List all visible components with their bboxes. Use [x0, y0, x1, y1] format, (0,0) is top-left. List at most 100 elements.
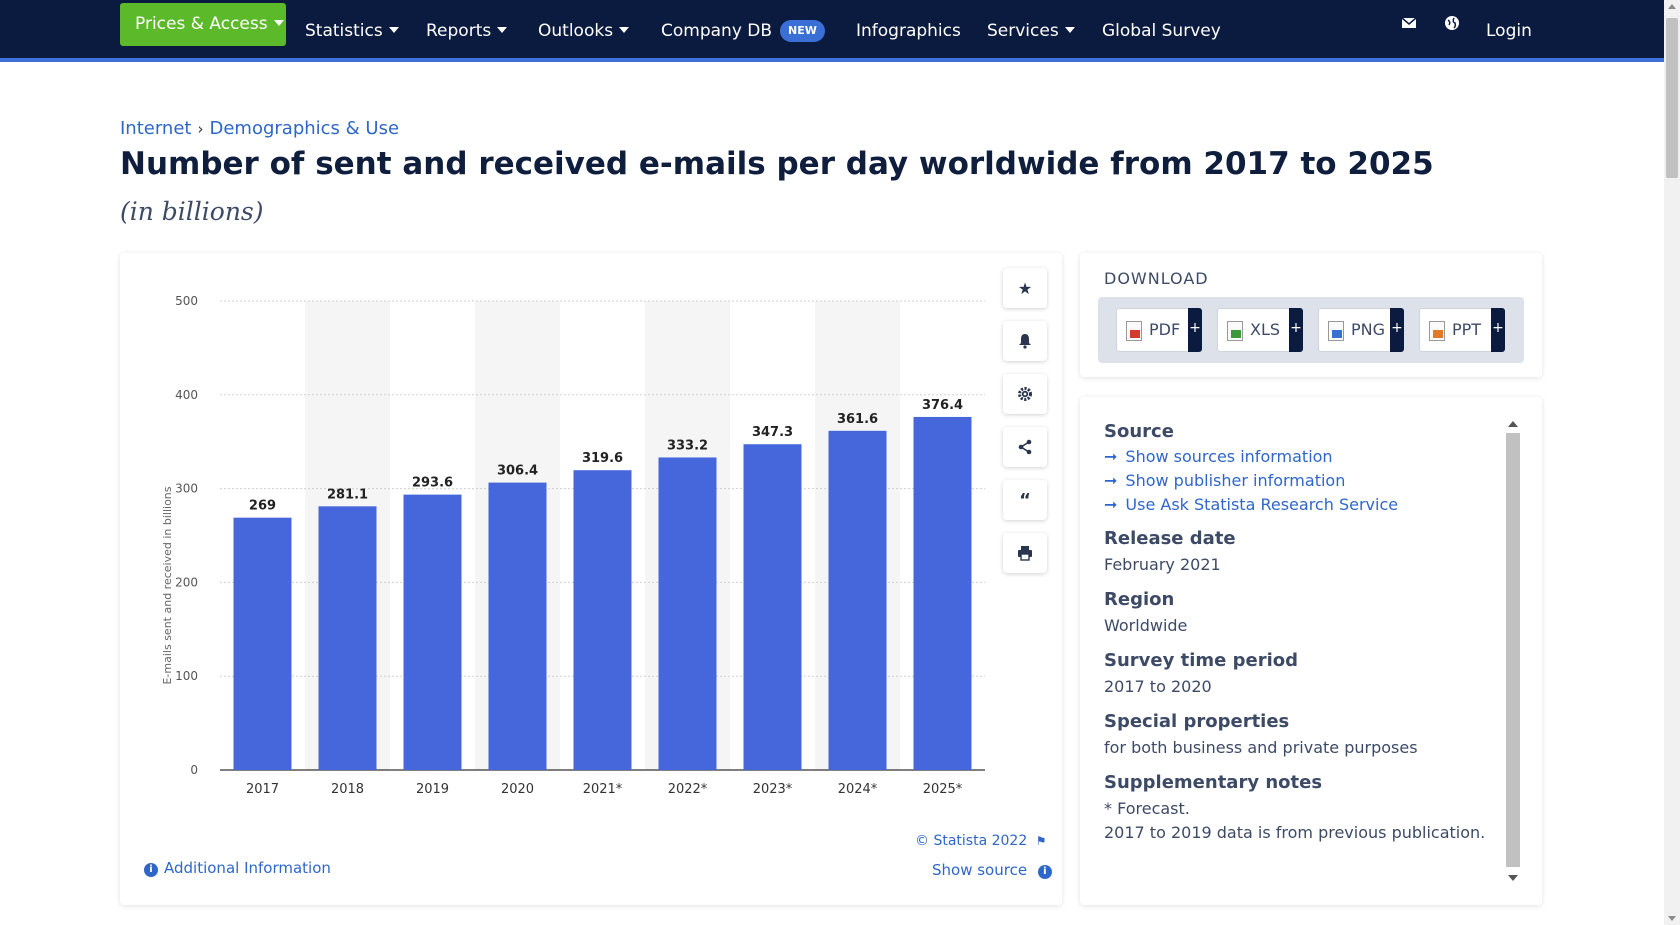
png-file-icon: [1328, 321, 1344, 341]
x-tick-label: 2022*: [668, 782, 708, 797]
scroll-down-icon[interactable]: [1508, 875, 1518, 881]
y-tick-label: 300: [175, 482, 198, 496]
favorite-button[interactable]: ★: [1003, 268, 1047, 308]
nav-reports-label: Reports: [426, 21, 492, 41]
page-scrollbar[interactable]: [1664, 0, 1680, 925]
globe-icon[interactable]: [1443, 14, 1463, 34]
page-subtitle: (in billions): [120, 197, 264, 226]
download-pdf-button[interactable]: PDF +: [1116, 308, 1202, 352]
bar: [318, 506, 377, 770]
x-tick-label: 2023*: [753, 782, 793, 797]
scroll-up-icon[interactable]: [1668, 4, 1676, 9]
data-label: 306.4: [497, 464, 538, 479]
nav-statistics-label: Statistics: [305, 21, 383, 41]
share-button[interactable]: [1003, 427, 1047, 467]
data-label: 347.3: [752, 425, 793, 440]
region-heading: Region: [1104, 589, 1175, 610]
login-link[interactable]: Login: [1486, 14, 1532, 48]
special-properties-heading: Special properties: [1104, 711, 1290, 732]
chart-card: 0 100 200 300 400 500 E-mails sent and receive…: [120, 253, 1062, 905]
copyright-label: © Statista 2022: [915, 833, 1028, 849]
settings-button[interactable]: [1003, 374, 1047, 414]
nav-outlooks[interactable]: Outlooks: [538, 14, 630, 48]
download-xls-button[interactable]: XLS +: [1217, 308, 1303, 352]
region-value: Worldwide: [1104, 616, 1188, 635]
nav-reports[interactable]: Reports: [426, 14, 508, 48]
info-body: Source ➞ Show sources information ➞ Show p…: [1104, 421, 1496, 843]
chevron-down-icon: [273, 20, 284, 26]
breadcrumb-internet[interactable]: Internet: [120, 118, 192, 139]
x-tick-label: 2024*: [838, 782, 878, 797]
show-publisher-link[interactable]: ➞ Show publisher information: [1104, 471, 1496, 490]
nav-prices-access[interactable]: Prices & Access: [120, 3, 286, 46]
y-tick-label: 0: [190, 763, 198, 777]
nav-company-db[interactable]: Company DB NEW: [661, 14, 825, 48]
cite-button[interactable]: “: [1003, 480, 1047, 520]
plus-icon: +: [1491, 308, 1505, 352]
info-icon: i: [1037, 865, 1052, 879]
chevron-down-icon: [497, 27, 508, 33]
scroll-up-icon[interactable]: [1508, 421, 1518, 427]
arrow-right-icon: ➞: [1104, 447, 1118, 466]
nav-infographics[interactable]: Infographics: [856, 14, 961, 48]
arrow-right-icon: ➞: [1104, 471, 1118, 490]
ask-statista-label: Use Ask Statista Research Service: [1125, 495, 1399, 514]
y-tick-label: 100: [175, 669, 198, 683]
data-label: 281.1: [327, 487, 368, 502]
ppt-file-icon: [1429, 321, 1445, 341]
statista-copyright[interactable]: © Statista 2022 ⚑: [915, 833, 1046, 849]
x-tick-label: 2019: [416, 782, 449, 797]
download-buttons: PDF + XLS + PNG + PPT +: [1098, 297, 1524, 363]
show-publisher-label: Show publisher information: [1125, 471, 1346, 490]
info-scrollbar[interactable]: [1504, 419, 1520, 881]
download-xls-label: XLS: [1250, 320, 1281, 339]
scrollbar-thumb[interactable]: [1666, 18, 1678, 178]
supplementary-notes-forecast: * Forecast.: [1104, 799, 1190, 818]
source-heading: Source: [1104, 421, 1174, 442]
survey-period-value: 2017 to 2020: [1104, 677, 1212, 696]
x-tick-label: 2018: [331, 782, 364, 797]
print-button[interactable]: [1003, 533, 1047, 573]
bar: [233, 517, 292, 770]
scroll-down-icon[interactable]: [1668, 916, 1676, 921]
breadcrumb-demographics[interactable]: Demographics & Use: [209, 118, 400, 139]
nav-services[interactable]: Services: [987, 14, 1075, 48]
x-tick-label: 2017: [246, 782, 279, 797]
show-sources-label: Show sources information: [1125, 447, 1333, 466]
release-date-value: February 2021: [1104, 555, 1221, 574]
additional-information-link[interactable]: i Additional Information: [144, 859, 331, 877]
data-label: 269: [249, 499, 276, 514]
show-source-link[interactable]: Show source i: [932, 861, 1052, 879]
login-label: Login: [1486, 21, 1532, 41]
download-pdf-label: PDF: [1149, 320, 1181, 339]
info-icon: i: [144, 863, 158, 877]
info-scrollbar-thumb[interactable]: [1506, 433, 1520, 867]
bell-icon: [1019, 334, 1031, 349]
y-tick-label: 400: [175, 388, 198, 402]
mail-icon[interactable]: [1400, 14, 1420, 34]
show-sources-link[interactable]: ➞ Show sources information: [1104, 447, 1496, 466]
nav-global-survey[interactable]: Global Survey: [1102, 14, 1221, 48]
download-ppt-button[interactable]: PPT +: [1419, 308, 1505, 352]
arrow-right-icon: ➞: [1104, 495, 1118, 514]
xls-file-icon: [1227, 321, 1243, 341]
plus-icon: +: [1188, 308, 1202, 352]
download-ppt-label: PPT: [1452, 320, 1482, 339]
x-tick-label: 2020: [501, 782, 534, 797]
data-label: 361.6: [837, 412, 878, 427]
notification-button[interactable]: [1003, 321, 1047, 361]
nav-statistics[interactable]: Statistics: [305, 14, 399, 48]
release-date-heading: Release date: [1104, 528, 1236, 549]
download-png-button[interactable]: PNG +: [1318, 308, 1404, 352]
nav-global-survey-label: Global Survey: [1102, 21, 1221, 41]
bar: [658, 457, 717, 770]
x-tick-label: 2025*: [923, 782, 963, 797]
bar: [743, 444, 802, 770]
download-card: DOWNLOAD PDF + XLS + PNG + PPT +: [1080, 253, 1542, 377]
nav-services-label: Services: [987, 21, 1059, 41]
bar-chart: 0 100 200 300 400 500 E-mails sent and receive…: [161, 294, 985, 797]
ask-statista-link[interactable]: ➞ Use Ask Statista Research Service: [1104, 495, 1496, 514]
flag-icon: ⚑: [1035, 834, 1047, 848]
gear-icon: [1018, 387, 1032, 401]
data-label: 293.6: [412, 476, 453, 491]
